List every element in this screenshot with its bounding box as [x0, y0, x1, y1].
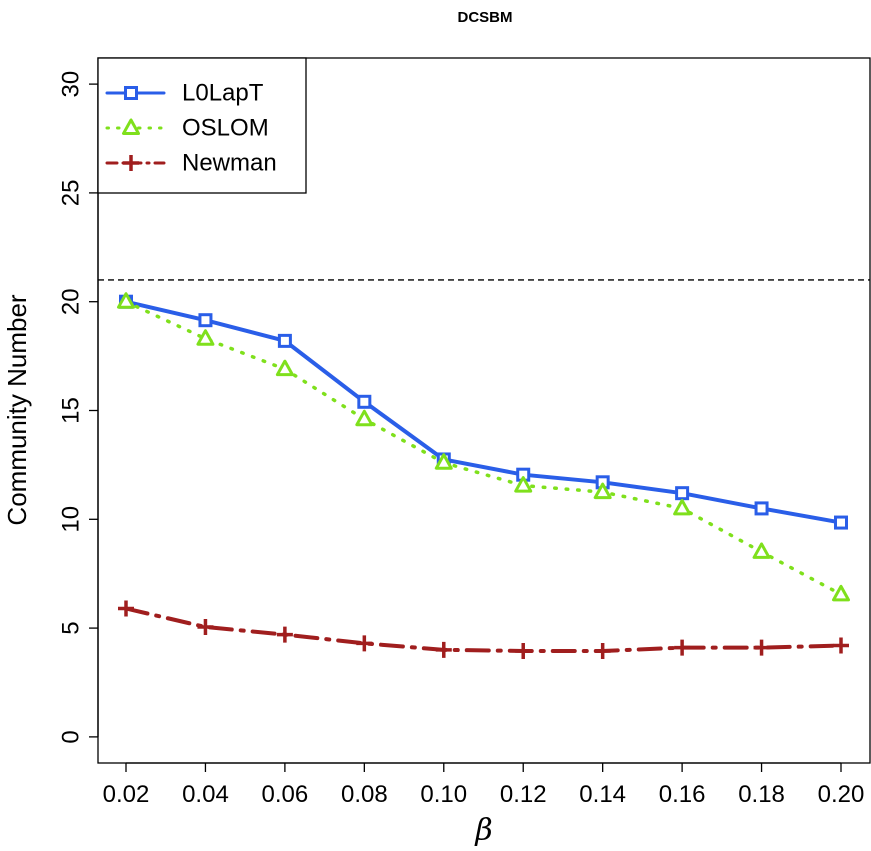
data-point-newman [356, 635, 373, 652]
x-tick-label: 0.18 [738, 781, 785, 808]
series-newman [118, 600, 849, 659]
data-point-oslom [514, 476, 533, 493]
data-point-oslom [117, 292, 135, 309]
data-point-oslom [275, 359, 294, 377]
y-tick-label: 15 [58, 397, 85, 424]
legend-marker-oslom [122, 118, 140, 135]
x-tick-label: 0.12 [500, 781, 547, 808]
legend-marker-newman [123, 155, 139, 171]
y-tick-label: 0 [58, 730, 85, 743]
legend-label-newman: Newman [182, 150, 277, 177]
y-tick-label: 20 [58, 288, 85, 315]
x-tick-label: 0.02 [103, 781, 150, 808]
x-tick-label: 0.08 [341, 781, 388, 808]
series-line-l0lapt [124, 299, 843, 525]
data-point-l0lapt [198, 313, 213, 328]
series-l0lapt [119, 294, 848, 530]
x-tick-label: 0.06 [262, 781, 309, 808]
data-point-l0lapt [834, 515, 848, 530]
data-point-newman [276, 626, 293, 643]
data-point-oslom [196, 329, 215, 346]
data-point-oslom [832, 584, 850, 602]
y-tick-label: 10 [58, 506, 85, 533]
data-point-newman [197, 619, 214, 636]
x-axis-label: β [474, 813, 492, 848]
x-tick-label: 0.16 [659, 781, 706, 808]
data-point-l0lapt [754, 501, 769, 516]
y-axis-label: Community Number [2, 294, 32, 526]
data-point-l0lapt [675, 486, 690, 501]
data-point-newman [833, 637, 849, 654]
legend-label-l0lapt: L0LapT [182, 80, 264, 107]
series-line-oslom [124, 299, 843, 597]
x-tick-label: 0.14 [579, 781, 626, 808]
y-tick-label: 30 [58, 71, 85, 98]
data-point-newman [594, 642, 611, 659]
data-point-newman [753, 639, 770, 656]
data-point-newman [515, 642, 532, 659]
series-layer [117, 292, 850, 659]
series-oslom [117, 292, 850, 602]
chart-title: DCSBM [458, 9, 513, 26]
data-point-oslom [434, 453, 453, 470]
x-tick-label: 0.20 [818, 781, 865, 808]
data-point-oslom [673, 498, 692, 516]
data-point-oslom [752, 542, 771, 559]
y-tick-label: 25 [58, 180, 85, 207]
data-point-l0lapt [277, 333, 292, 348]
y-tick-label: 5 [58, 621, 85, 634]
legend-marker-l0lapt [124, 86, 138, 100]
data-point-oslom [593, 482, 612, 500]
legend-label-oslom: OSLOM [182, 115, 269, 142]
data-point-newman [674, 639, 691, 656]
data-point-newman [118, 600, 134, 617]
series-line-newman [124, 606, 843, 653]
legend: L0LapT OSLOM Newman [97, 57, 307, 194]
x-tick-label: 0.04 [182, 781, 229, 808]
data-point-l0lapt [357, 394, 372, 409]
data-point-newman [435, 641, 452, 658]
x-tick-label: 0.10 [420, 781, 467, 808]
data-point-oslom [355, 409, 374, 427]
axes-layer: 0.02 0.04 0.06 0.08 0.10 0.12 0.14 0.16 0.18 0.20… [58, 71, 865, 808]
